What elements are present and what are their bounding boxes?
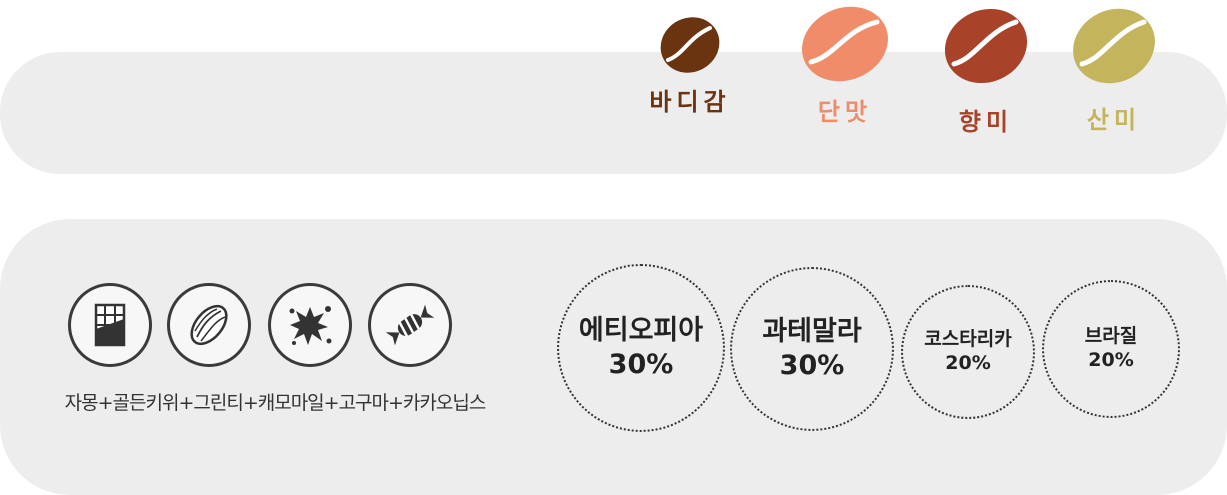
coffee-bean-icon [660,17,720,73]
candy-icon [368,283,452,367]
legend-label: 바디감 [649,88,731,116]
legend-item-acidity: 산미 [1064,4,1164,135]
legend-item-body: 바디감 [640,14,740,117]
origin-circle-brazil: 브라질 20% [1042,280,1180,418]
origin-percent: 20% [1088,349,1134,371]
coffee-bean-icon [1073,8,1155,84]
coffee-bean-icon [802,6,888,82]
splash-icon [268,283,352,367]
legend-label: 향미 [958,108,1014,136]
origin-name: 브라질 [1084,325,1138,348]
origin-percent: 20% [945,352,991,374]
legend-label: 단맛 [817,98,873,126]
origin-name: 에티오피아 [578,315,704,347]
legend-item-aroma: 향미 [936,4,1036,137]
origin-name: 과테말라 [762,316,862,348]
almond-icon [167,283,251,367]
origin-circle-costa-rica: 코스타리카 20% [901,285,1035,419]
chocolate-icon [68,283,152,367]
origin-circle-guatemala: 과테말라 30% [730,267,894,431]
origin-percent: 30% [779,350,845,381]
origin-percent: 30% [608,349,674,380]
coffee-bean-icon [944,8,1028,84]
taste-legend-panel [0,52,1227,174]
origin-name: 코스타리카 [924,328,1012,351]
legend-item-sweetness: 단맛 [795,2,895,127]
legend-label: 산미 [1086,106,1142,134]
origin-circle-ethiopia: 에티오피아 30% [557,264,725,432]
flavor-notes-caption: 자몽+골든키위+그린티+캐모마일+고구마+카카오닙스 [64,392,487,414]
